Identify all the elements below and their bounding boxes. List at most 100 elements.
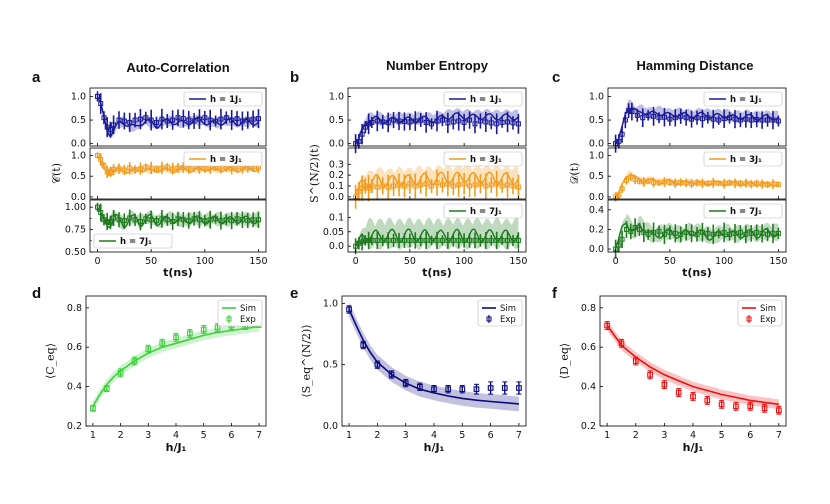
y-axis-label-c: 𝒟(t) — [568, 163, 581, 185]
exp-point — [423, 181, 429, 187]
exp-point — [117, 369, 124, 376]
exp-point — [250, 116, 256, 122]
exp-point — [159, 116, 165, 122]
exp-point — [733, 403, 739, 410]
subplot-a-3: 0.50 0.75 1.00 0 50 100 150 h = 7J₁ — [65, 199, 268, 267]
exp-point — [369, 237, 375, 243]
panel-letter-b: b — [290, 69, 299, 86]
exp-point — [699, 116, 705, 122]
exp-point — [356, 188, 362, 194]
exp-point — [743, 231, 749, 237]
exp-point — [121, 218, 127, 224]
exp-point — [223, 115, 229, 121]
y-tick-label: 0.4 — [581, 382, 596, 393]
exp-point — [477, 118, 483, 124]
exp-point — [623, 177, 629, 183]
y-tick-label: 0.05 — [323, 227, 344, 238]
exp-point — [191, 216, 197, 222]
exp-point — [214, 324, 221, 331]
exp-point — [473, 386, 480, 393]
x-tick-label: 100 — [196, 256, 214, 267]
exp-point — [450, 237, 456, 243]
exp-point — [619, 131, 625, 137]
y-tick-label: 1.0 — [589, 91, 604, 102]
exp-point — [477, 237, 483, 243]
exp-point — [510, 120, 516, 126]
exp-point — [159, 165, 165, 171]
exp-point — [667, 179, 673, 185]
exp-point — [143, 115, 149, 121]
exp-point — [732, 116, 738, 122]
exp-point — [754, 117, 760, 123]
exp-point — [694, 231, 700, 237]
y-tick-label: 0.2 — [329, 170, 344, 181]
x-tick-label: 0 — [94, 256, 100, 267]
exp-point — [407, 119, 413, 125]
exp-point — [748, 181, 754, 187]
legend-box — [443, 91, 523, 107]
exp-point — [683, 115, 689, 121]
exp-point — [445, 386, 452, 393]
exp-point — [401, 118, 407, 124]
exp-point — [672, 115, 678, 121]
exp-point — [737, 181, 743, 187]
exp-point — [245, 117, 251, 123]
exp-point — [628, 228, 634, 234]
axes-frame — [347, 87, 527, 147]
exp-point — [95, 93, 101, 99]
exp-point — [445, 237, 451, 243]
exp-point — [173, 334, 179, 341]
exp-point — [127, 165, 133, 171]
exp-point — [104, 169, 110, 175]
x-tick-label: 0 — [613, 256, 619, 267]
x-tick-label: 2 — [633, 430, 639, 441]
exp-point — [721, 116, 727, 122]
x-tick-label: 2 — [118, 430, 124, 441]
exp-point — [164, 118, 170, 124]
exp-point — [727, 180, 733, 186]
column-title-hamming-distance: Hamming Distance — [636, 58, 753, 73]
legend-swatch-exp — [486, 316, 492, 322]
x-tick-label: 100 — [455, 256, 473, 267]
exp-point — [391, 117, 397, 123]
x-tick-label: 4 — [690, 430, 696, 441]
exp-point — [148, 117, 154, 123]
exp-point — [229, 218, 235, 224]
exp-point — [107, 126, 113, 132]
x-tick-label: 150 — [509, 256, 527, 267]
exp-point — [229, 165, 235, 171]
y-tick-label: 1.00 — [65, 202, 86, 213]
exp-point — [359, 131, 365, 137]
exp-point — [636, 226, 642, 232]
exp-point — [765, 231, 771, 237]
exp-point — [170, 219, 176, 225]
exp-point — [450, 119, 456, 125]
exp-point — [516, 385, 522, 391]
exp-point — [494, 181, 500, 187]
exp-point — [619, 236, 625, 242]
exp-point — [667, 116, 673, 122]
exp-point — [148, 165, 154, 171]
y-axis-label-a: 𝒞(t) — [50, 163, 63, 184]
x-tick-label: 50 — [404, 256, 416, 267]
legend-box — [703, 151, 783, 167]
exp-point — [505, 182, 511, 188]
exp-point — [483, 183, 489, 189]
y-tick-label: 0.2 — [589, 224, 604, 235]
exp-point — [690, 393, 696, 400]
exp-point — [434, 180, 440, 186]
exp-point — [710, 231, 716, 237]
exp-point — [111, 167, 117, 173]
x-tick-label: 1 — [346, 430, 352, 441]
exp-point — [483, 237, 489, 243]
exp-point — [218, 116, 224, 122]
legend-swatch-exp — [226, 316, 232, 322]
legend-box — [443, 203, 523, 219]
exp-point — [407, 237, 413, 243]
exp-point — [456, 237, 462, 243]
exp-point — [196, 116, 202, 122]
exp-point — [743, 180, 749, 186]
